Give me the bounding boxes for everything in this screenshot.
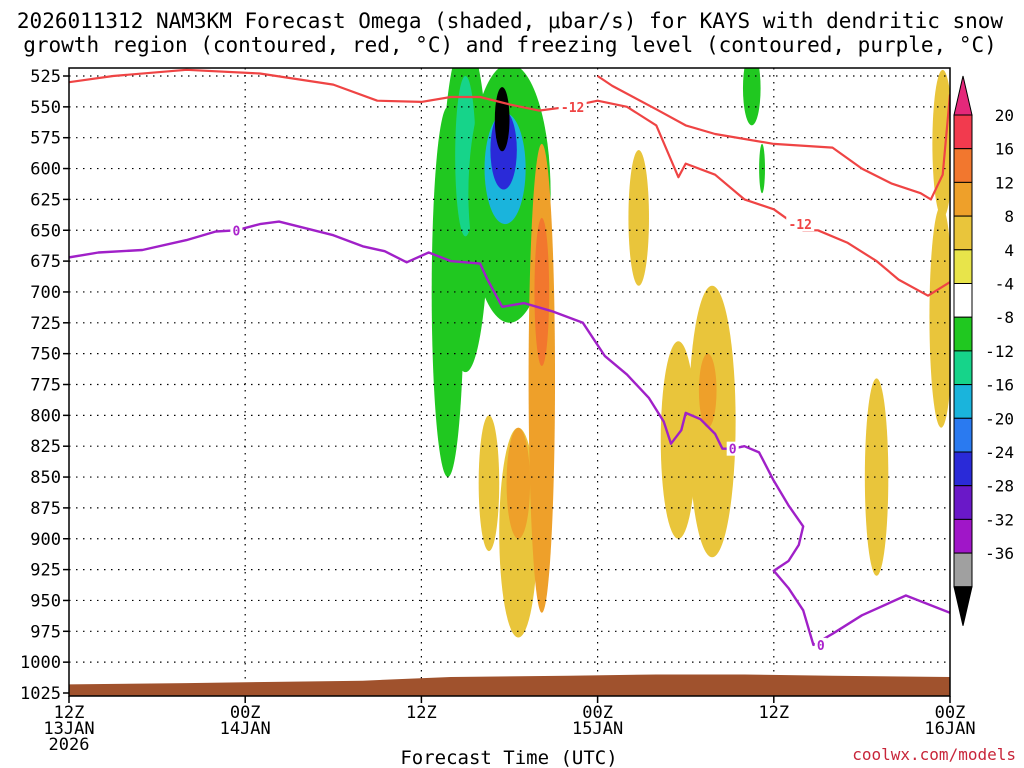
dgz-minus12-line-a [69, 68, 950, 297]
colorbar-label-4: 4 [1004, 241, 1014, 260]
y-tick-label-725: 725 [30, 314, 61, 334]
x-tick-label-48-1: 12Z [758, 703, 789, 723]
colorbar-label-5: -4 [995, 275, 1014, 294]
omega-blob-12 [534, 217, 550, 366]
y-tick-label-1000: 1000 [20, 653, 61, 673]
colorbar-label-9: -20 [985, 409, 1014, 428]
dgz-minus12-line-b [596, 75, 950, 201]
colorbar-label-8: -16 [985, 376, 1014, 395]
omega-blob-7 [494, 87, 510, 152]
y-tick-label-550: 550 [30, 98, 61, 118]
colorbar-label-6: -8 [995, 308, 1014, 327]
y-tick-label-700: 700 [30, 283, 61, 303]
y-tick-label-650: 650 [30, 221, 61, 241]
contour-label-2: 0 [817, 639, 825, 654]
x-tick-label-0-2: 13JAN [43, 719, 94, 739]
x-axis-label: Forecast Time (UTC) [400, 747, 617, 768]
colorbar-swatch-1 [953, 148, 973, 183]
colorbar-swatch-5 [953, 283, 973, 318]
y-tick-label-525: 525 [30, 67, 61, 87]
y-tick-label-750: 750 [30, 345, 61, 365]
x-tick-label-36-1: 00Z [582, 703, 613, 723]
y-tick-label-975: 975 [30, 622, 61, 642]
x-tick-label-12-1: 00Z [230, 703, 261, 723]
omega-blob-19 [932, 69, 950, 218]
colorbar-swatch-13 [953, 552, 973, 588]
y-tick-label-900: 900 [30, 530, 61, 550]
colorbar-swatch-2 [953, 181, 973, 217]
x-tick-label-60-2: 16JAN [924, 719, 975, 739]
omega-blob-14 [660, 341, 696, 539]
contour-label-3: -12 [561, 101, 584, 116]
plot-frame [68, 67, 951, 697]
colorbar-swatch-9 [953, 417, 973, 453]
contour-label-1: 0 [729, 443, 737, 458]
omega-blob-13 [628, 150, 649, 286]
terrain-surface [69, 674, 950, 696]
credit-text: coolwx.com/models [852, 745, 1016, 764]
colorbar-label-12: -32 [985, 510, 1014, 529]
colorbar: 20 16 12 8 4 -4 -8 -12 -16 -20 -24 -28 -32 -36 [953, 75, 1014, 626]
contour-label-bg-0 [230, 223, 243, 238]
omega-blob-11 [528, 143, 556, 613]
y-tick-label-875: 875 [30, 499, 61, 519]
y-tick-label-925: 925 [30, 561, 61, 581]
y-tick-label-800: 800 [30, 406, 61, 426]
colorbar-label-10: -24 [985, 443, 1014, 462]
contour-label-bg-1 [726, 441, 739, 456]
chart-title-line-2: growth region (contoured, red, °C) and f… [23, 33, 997, 57]
x-tick-label-0-1: 12Z [54, 703, 85, 723]
contour-label-0: 0 [232, 224, 240, 239]
x-tick-label-36-2: 15JAN [572, 719, 623, 739]
colorbar-swatch-7 [953, 350, 973, 386]
y-tick-label-600: 600 [30, 160, 61, 180]
colorbar-swatch-6 [953, 316, 973, 352]
y-tick-label-775: 775 [30, 376, 61, 396]
omega-shading [431, 68, 950, 638]
omega-blob-8 [478, 415, 500, 552]
contour-label-4: -12 [788, 218, 811, 233]
omega-blob-20 [742, 68, 761, 126]
colorbar-swatch-12 [953, 518, 973, 554]
colorbar-label-7: -12 [985, 342, 1014, 361]
y-tick-label-625: 625 [30, 190, 61, 210]
colorbar-swatch-11 [953, 485, 973, 520]
x-tick-label-0-3: 2026 [49, 735, 90, 755]
colorbar-swatch-8 [953, 384, 973, 419]
y-tick-label-675: 675 [30, 252, 61, 272]
x-tick-label-12-2: 14JAN [220, 719, 271, 739]
freezing-level-0c-line [69, 220, 950, 647]
y-tick-label-1025: 1025 [20, 684, 61, 704]
omega-blob-17 [864, 378, 889, 576]
chart-title-line-1: 2026011312 NAM3KM Forecast Omega (shaded… [17, 9, 1004, 33]
x-tick-label-60-1: 00Z [935, 703, 966, 723]
contours: 0 0 0 -12 -12 [69, 68, 950, 654]
colorbar-label-11: -28 [985, 477, 1014, 496]
y-axis-ticks: 525 550 575 600 625 650 675 700 725 750 775 800 825 8… [20, 67, 69, 704]
contour-label-bg-4 [786, 217, 815, 232]
omega-blob-16 [698, 353, 717, 428]
x-tick-label-24-1: 12Z [406, 703, 437, 723]
colorbar-label-3: 8 [1004, 207, 1014, 226]
colorbar-label-2: 12 [995, 173, 1014, 192]
y-tick-label-950: 950 [30, 591, 61, 611]
y-tick-label-575: 575 [30, 129, 61, 149]
omega-blob-10 [506, 427, 531, 539]
colorbar-top-arrow [953, 75, 973, 116]
colorbar-bottom-arrow [953, 586, 973, 626]
colorbar-swatch-3 [953, 215, 973, 251]
contour-label-bg-3 [558, 99, 587, 114]
y-tick-label-825: 825 [30, 437, 61, 457]
y-tick-label-850: 850 [30, 468, 61, 488]
colorbar-swatch-4 [953, 249, 973, 285]
ground-terrain [69, 674, 950, 696]
colorbar-label-13: -36 [985, 544, 1014, 563]
contour-label-bg-2 [814, 637, 827, 652]
colorbar-label-0: 20 [995, 106, 1014, 125]
colorbar-swatch-0 [953, 114, 973, 150]
colorbar-swatch-10 [953, 451, 973, 487]
colorbar-label-1: 16 [995, 140, 1014, 159]
